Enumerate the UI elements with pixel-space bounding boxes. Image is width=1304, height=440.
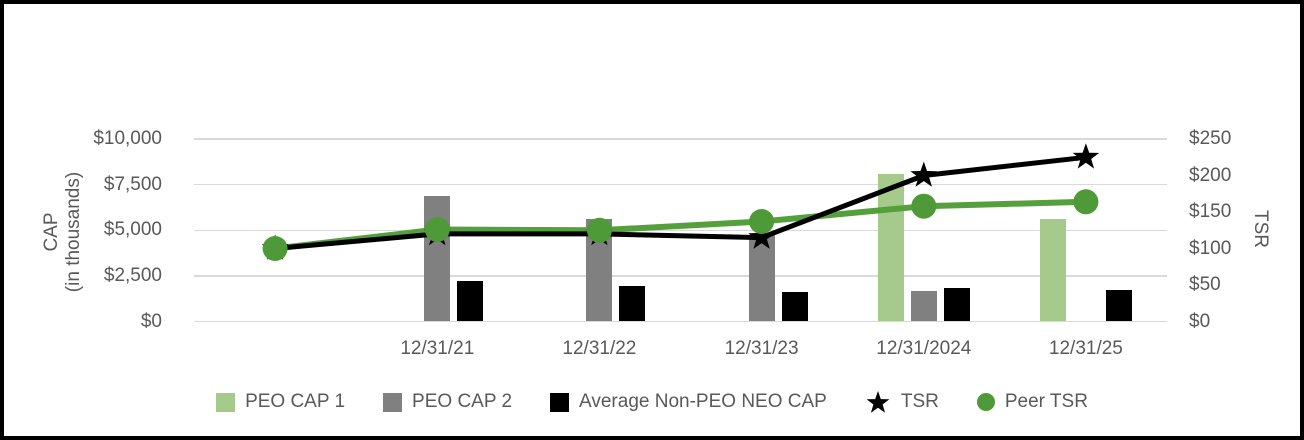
legend-item-peo-cap-2: PEO CAP 2 — [383, 391, 512, 413]
right-axis-tick-label: $100 — [1189, 237, 1232, 259]
peer-tsr-line — [274, 198, 1086, 252]
x-axis-label: 12/31/2024 — [876, 338, 972, 359]
legend: PEO CAP 1 PEO CAP 2 Average Non-PEO NEO CA… — [4, 387, 1300, 417]
bar-average-non-peo-neo-cap — [619, 285, 646, 322]
peer-tsr-marker-circle-icon — [586, 217, 612, 243]
legend-square-icon — [216, 392, 236, 412]
legend-label: PEO CAP 1 — [245, 391, 346, 412]
tsr-marker-star-icon — [910, 161, 938, 187]
left-axis-tick-label: $5,000 — [103, 219, 162, 241]
legend-item-average-non-peo-neo-cap: Average Non-PEO NEO CAP — [550, 391, 827, 413]
legend-circle-icon — [976, 393, 995, 411]
legend-item-peer-tsr: Peer TSR — [976, 391, 1088, 413]
x-axis-label: 12/31/23 — [724, 338, 799, 359]
bar-average-non-peo-neo-cap — [457, 281, 484, 322]
x-axis-label: 12/31/21 — [400, 338, 475, 359]
legend-square-icon — [383, 392, 403, 412]
peer-tsr-marker-circle-icon — [1073, 189, 1099, 215]
tsr-line — [274, 154, 1087, 251]
legend-item-peo-cap-1: PEO CAP 1 — [216, 391, 345, 413]
legend-label: Peer TSR — [1004, 391, 1088, 412]
left-axis-tick-label: $2,500 — [103, 264, 162, 286]
peer-tsr-marker-circle-icon — [262, 236, 288, 261]
line-chart-layer — [261, 143, 1100, 261]
right-axis-tick-label: $250 — [1189, 128, 1232, 149]
gridline — [194, 183, 1167, 186]
x-axis-label: 12/31/25 — [1048, 338, 1123, 359]
legend-star-icon — [866, 391, 890, 413]
legend-label: TSR — [900, 391, 939, 412]
legend-square-icon — [550, 392, 570, 412]
gridline — [194, 275, 1167, 277]
x-axis-label: 12/31/22 — [562, 338, 637, 359]
left-axis-tick-label: $7,500 — [103, 173, 162, 195]
legend-label: PEO CAP 2 — [412, 391, 513, 412]
right-axis-tick-label: $0 — [1189, 310, 1211, 332]
right-axis-tick-label: $200 — [1189, 164, 1232, 186]
gridline — [194, 229, 1167, 231]
peer-tsr-marker-circle-icon — [749, 209, 775, 234]
right-axis-tick-label: $150 — [1189, 201, 1232, 222]
left-axis-tick-label: $10,000 — [93, 128, 162, 149]
bar-peo-cap-1 — [1039, 219, 1066, 322]
legend-label: Average Non-PEO NEO CAP — [579, 391, 827, 412]
bar-peo-cap-2 — [748, 234, 775, 322]
bar-peo-cap-1 — [877, 173, 904, 322]
bar-average-non-peo-neo-cap — [781, 292, 808, 322]
gridline — [194, 138, 1167, 140]
peer-tsr-marker-circle-icon — [911, 193, 937, 219]
star-glyph — [866, 391, 890, 413]
tsr-marker-star-icon — [1072, 143, 1100, 169]
tsr-marker-star-icon — [748, 223, 775, 249]
left-axis-tick-label: $0 — [140, 310, 162, 332]
legend-item-tsr: TSR — [865, 389, 939, 415]
bar-peo-cap-2 — [424, 195, 451, 322]
bar-average-non-peo-neo-cap — [943, 287, 970, 322]
gridline — [194, 320, 1167, 323]
bar-peo-cap-2 — [910, 291, 937, 322]
peer-tsr-marker-circle-icon — [424, 217, 450, 242]
bar-average-non-peo-neo-cap — [1105, 289, 1132, 322]
right-axis-tick-label: $50 — [1189, 274, 1221, 295]
